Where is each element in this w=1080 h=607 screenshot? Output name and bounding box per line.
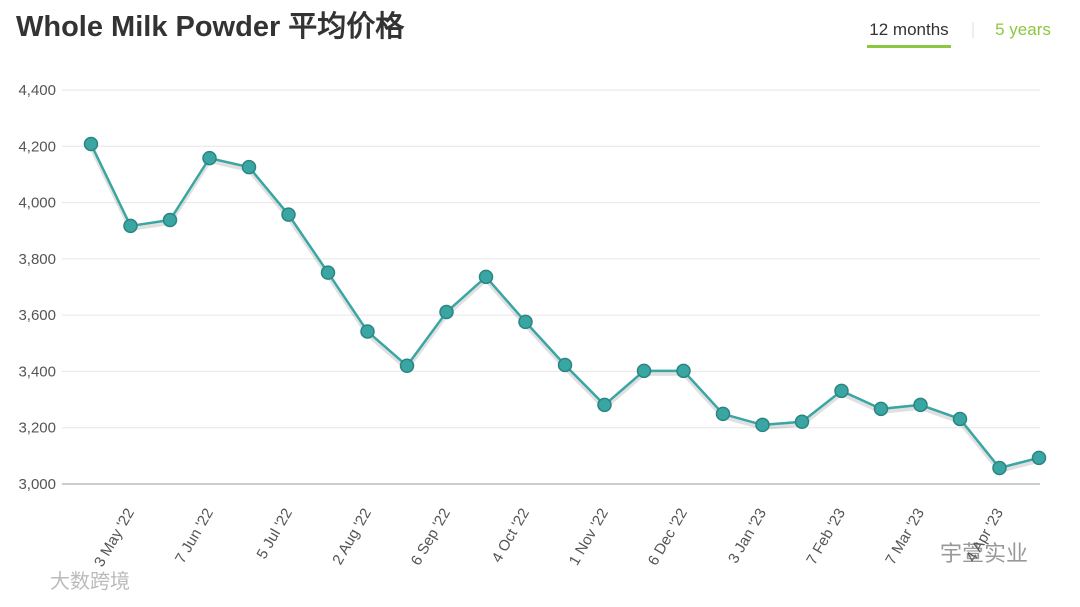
point	[794, 414, 810, 430]
x-tick-label: 3 May '22	[91, 506, 138, 570]
point	[439, 304, 454, 320]
point	[557, 357, 573, 373]
x-tick-label: 7 Feb '23	[803, 506, 849, 568]
point	[241, 159, 257, 175]
watermark: 大数跨境	[50, 570, 130, 593]
point	[478, 269, 494, 285]
x-tick-label: 6 Sep '22	[408, 506, 454, 569]
line	[89, 143, 1040, 470]
y-tick-label: 3,200	[18, 420, 56, 437]
x-tick-label: 4 Oct '22	[488, 506, 533, 566]
watermark: 宇萱实业	[940, 541, 1028, 566]
point	[360, 324, 375, 339]
x-tick-label: 1 Nov '22	[566, 506, 612, 569]
chart-title: Whole Milk Powder 平均价格	[16, 10, 405, 43]
y-tick-label: 3,400	[18, 363, 56, 380]
x-tick-label: 2 Aug '22	[329, 506, 375, 568]
point	[913, 397, 928, 413]
point	[83, 136, 99, 152]
point	[518, 314, 533, 330]
x-tick-label: 7 Mar '23	[882, 506, 928, 568]
line-shadow	[89, 146, 1040, 474]
point	[636, 363, 652, 379]
tab-5-years[interactable]: 5 years	[995, 20, 1051, 39]
y-tick-label: 3,000	[18, 476, 56, 493]
point	[676, 363, 691, 379]
point	[1031, 450, 1047, 466]
point	[715, 406, 731, 422]
point	[202, 150, 217, 166]
y-tick-label: 3,800	[18, 251, 56, 268]
y-tick-label: 4,000	[18, 195, 56, 212]
point	[873, 401, 889, 417]
x-tick-label: 3 Jan '23	[725, 506, 770, 567]
y-tick-label: 4,400	[18, 82, 56, 99]
tab-12-months[interactable]: 12 months	[869, 20, 948, 39]
point	[399, 358, 415, 374]
x-tick-label: 5 Jul '22	[254, 506, 296, 562]
x-tick-label: 6 Dec '22	[645, 506, 691, 569]
x-tick-label: 7 Jun '22	[172, 506, 217, 567]
y-tick-label: 3,600	[18, 307, 56, 324]
point	[320, 265, 336, 280]
point	[281, 207, 296, 222]
point	[834, 383, 849, 399]
point	[162, 212, 178, 228]
point	[992, 460, 1007, 476]
point	[952, 411, 968, 427]
tab-underline	[867, 45, 951, 48]
point	[755, 417, 770, 433]
point	[597, 397, 612, 413]
point	[123, 218, 138, 234]
y-tick-label: 4,200	[18, 138, 56, 155]
